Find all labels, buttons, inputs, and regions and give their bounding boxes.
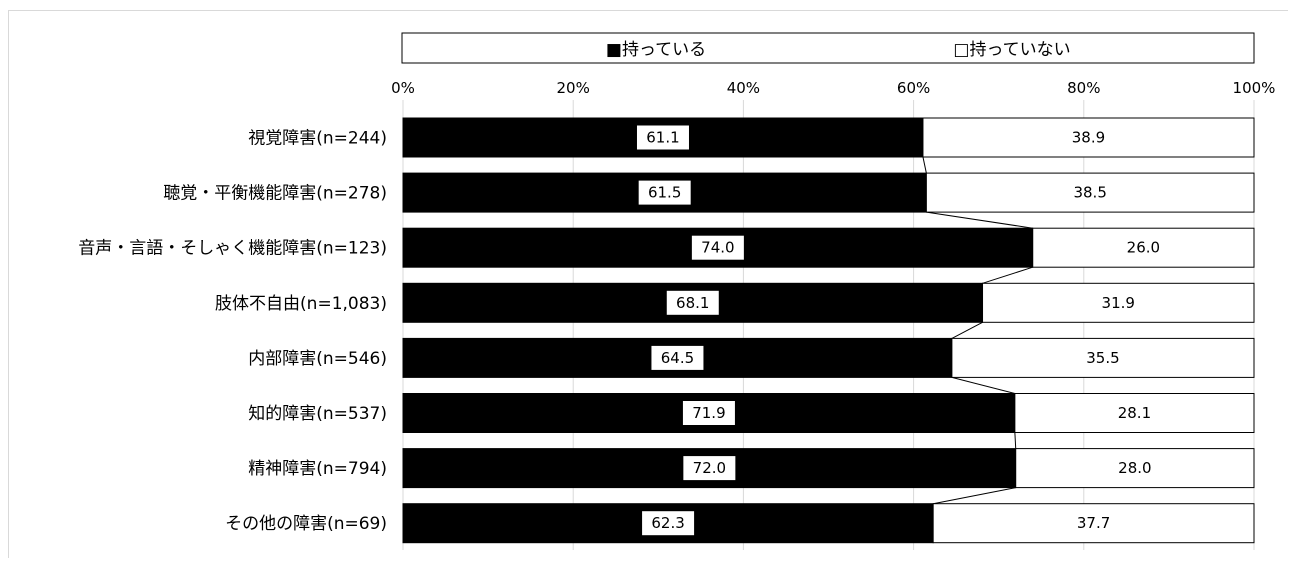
bar-not-have: [925, 172, 1255, 213]
data-label-have: 62.3: [651, 514, 684, 532]
series-line: [982, 266, 1033, 284]
series-line: [933, 487, 1016, 505]
data-label-have: 74.0: [701, 239, 734, 257]
x-tick-label: 20%: [557, 79, 590, 97]
x-tick-label: 60%: [897, 79, 930, 97]
data-label-box: [666, 290, 719, 315]
data-label-not-have: 26.0: [1127, 239, 1160, 257]
category-label: 知的障害(n=537): [248, 404, 387, 424]
series-line: [951, 376, 1015, 394]
data-label-have: 71.9: [692, 404, 725, 422]
data-label-not-have: 28.1: [1118, 404, 1151, 422]
x-tick-label: 0%: [391, 79, 415, 97]
x-tick-label: 80%: [1067, 79, 1100, 97]
data-label-have: 72.0: [693, 459, 726, 477]
bar-not-have: [951, 337, 1255, 378]
data-label-have: 68.1: [676, 294, 709, 312]
category-label: その他の障害(n=69): [225, 514, 387, 534]
chart-frame: [8, 10, 1288, 558]
data-label-have: 64.5: [661, 349, 694, 367]
x-tick-label: 40%: [727, 79, 760, 97]
category-label: 視覚障害(n=244): [248, 129, 387, 149]
legend-entry-have: ■持っている: [606, 40, 706, 60]
series-line: [922, 156, 927, 174]
data-label-box: [651, 345, 704, 370]
bars-layer: [402, 117, 1255, 544]
category-label: 音声・言語・そしゃく機能障害(n=123): [78, 239, 387, 259]
data-label-have: 61.5: [648, 184, 681, 202]
category-label: 精神障害(n=794): [248, 459, 387, 479]
series-line: [1014, 432, 1017, 449]
data-label-not-have: 28.0: [1118, 459, 1151, 477]
data-label-not-have: 37.7: [1077, 514, 1110, 532]
data-label-box: [683, 456, 736, 481]
legend: ■持っている □持っていない: [401, 32, 1255, 64]
series-line: [951, 321, 983, 339]
data-label-box: [638, 180, 691, 205]
bar-not-have: [982, 282, 1255, 323]
data-label-not-have: 35.5: [1086, 349, 1119, 367]
category-label: 肢体不自由(n=1,083): [215, 294, 387, 314]
x-tick-label: 100%: [1233, 79, 1276, 97]
bar-not-have: [1014, 393, 1255, 433]
data-label-box: [642, 511, 695, 536]
series-line: [926, 211, 1033, 229]
legend-entry-not-have: □持っていない: [953, 40, 1070, 60]
bar-not-have: [932, 503, 1255, 544]
data-label-box: [682, 401, 735, 425]
data-label-not-have: 38.9: [1072, 129, 1105, 147]
data-label-not-have: 31.9: [1102, 294, 1135, 312]
data-label-not-have: 38.5: [1073, 184, 1106, 202]
bar-not-have: [1032, 227, 1255, 268]
series-lines-layer: [922, 156, 1033, 505]
data-label-box: [691, 235, 744, 260]
labels-layer: 0% 20% 40% 60% 80% 100% 視覚障害(n=244) 61.1 38.9 聴覚・…: [78, 79, 1276, 536]
bar-not-have: [922, 117, 1255, 158]
data-label-have: 61.1: [646, 129, 679, 147]
category-label: 聴覚・平衡機能障害(n=278): [163, 184, 387, 204]
data-label-box: [636, 125, 689, 150]
legend-box: [401, 32, 1255, 64]
bar-not-have: [1015, 448, 1255, 489]
category-label: 内部障害(n=546): [248, 349, 387, 369]
